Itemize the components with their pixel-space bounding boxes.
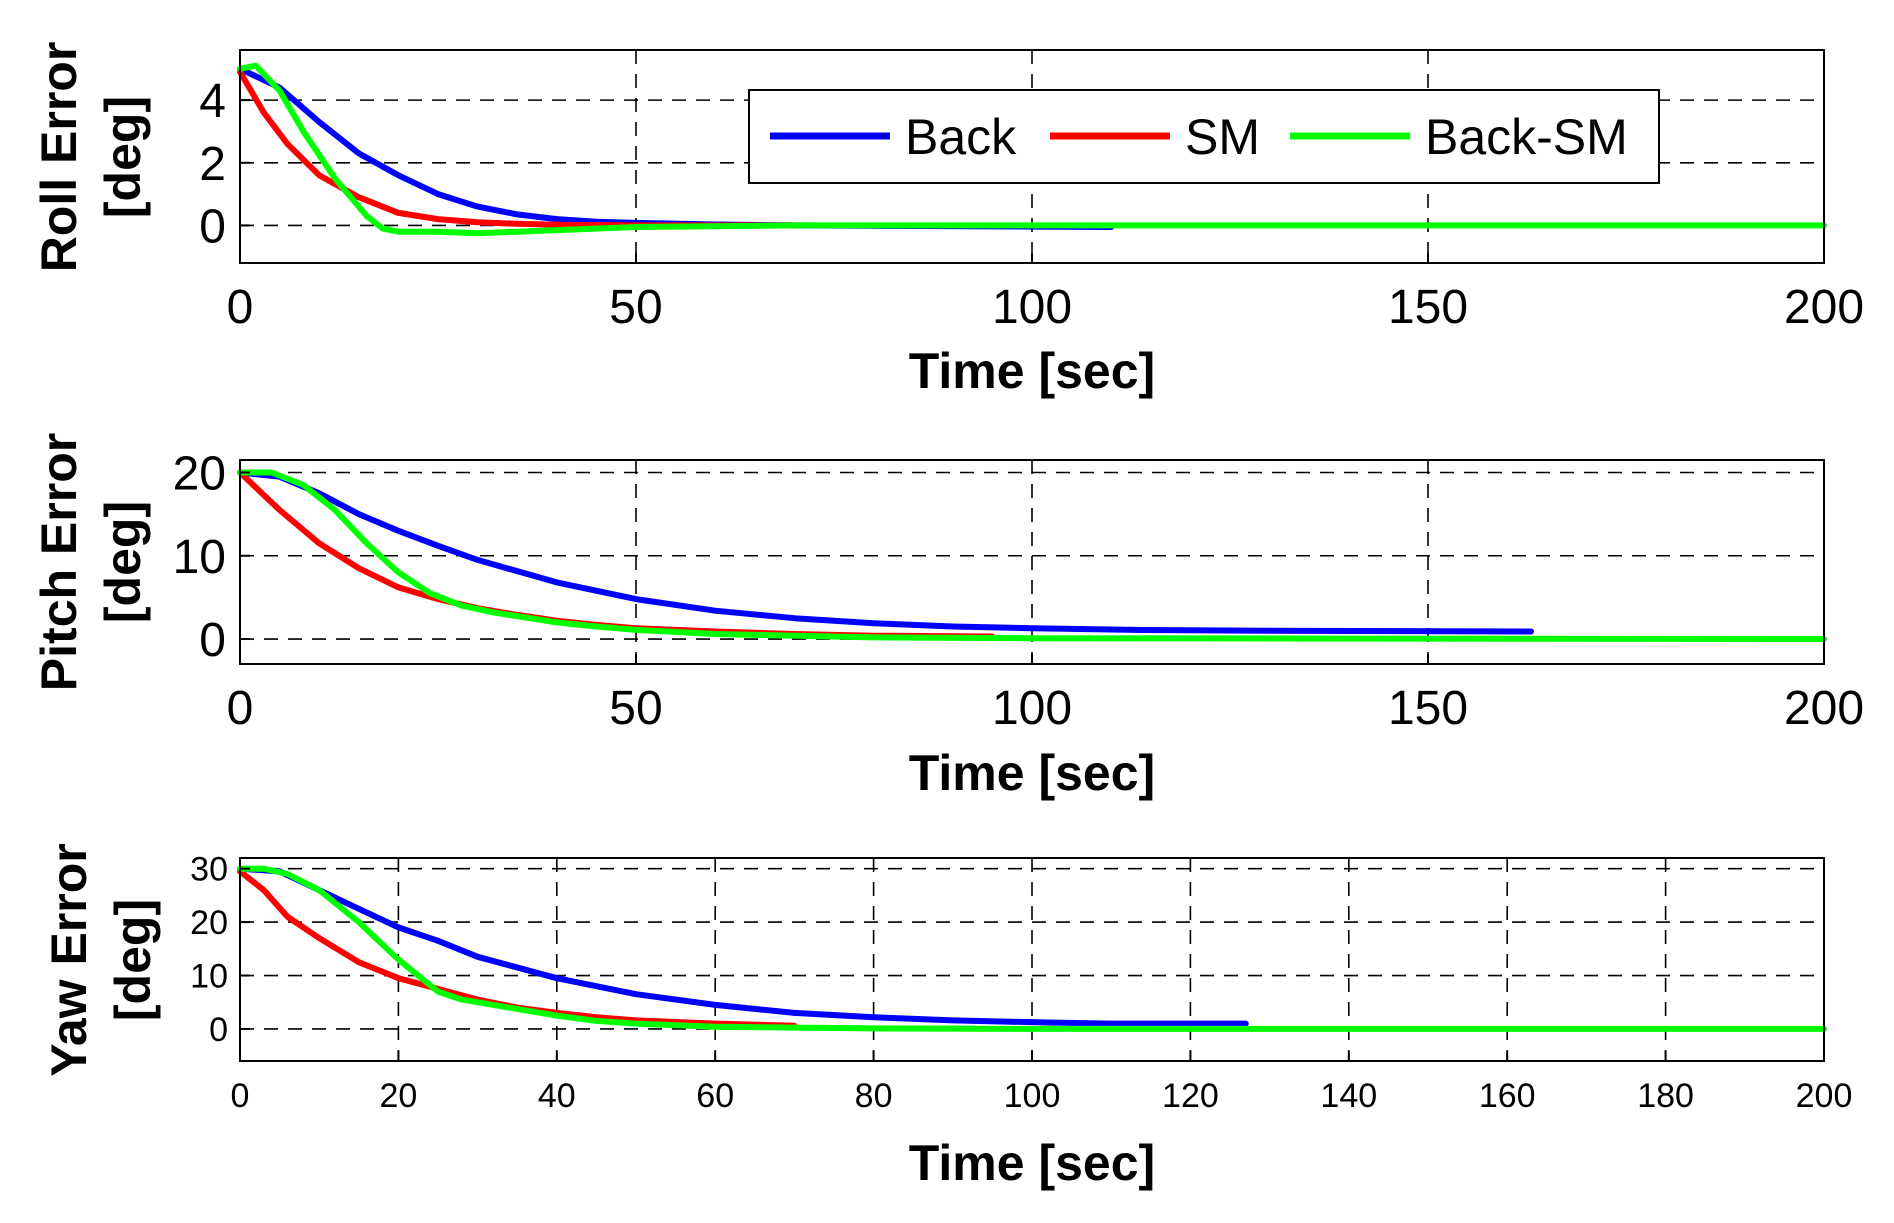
roll-xtick-label: 150: [1388, 281, 1468, 334]
yaw-ytick-label: 30: [190, 851, 228, 889]
roll-xtick-label: 50: [609, 281, 662, 334]
pitch-subplot: 0 50 100 150 200 0 10 20 Pitch Error [deg] Tim…: [31, 433, 1864, 801]
yaw-xtick-label: 60: [696, 1077, 734, 1115]
roll-ytick-label: 0: [199, 200, 226, 253]
pitch-xticks: 0 50 100 150 200: [227, 654, 1864, 735]
yaw-series-sm: [237, 868, 798, 1029]
roll-xtick-label: 100: [992, 281, 1072, 334]
yaw-ytick-label: 0: [209, 1011, 228, 1049]
yaw-xtick-label: 140: [1320, 1077, 1377, 1115]
pitch-ytick-label: 20: [173, 447, 226, 500]
yaw-series: [237, 865, 1827, 1032]
roll-xlabel: Time [sec]: [909, 343, 1155, 399]
pitch-xtick-label: 50: [609, 682, 662, 735]
yaw-xtick-label: 100: [1004, 1077, 1061, 1115]
pitch-series-back: [237, 469, 1534, 635]
pitch-xtick-label: 0: [227, 682, 254, 735]
yaw-xtick-label: 160: [1479, 1077, 1536, 1115]
roll-subplot: 0 50 100 150 200 0 2 4 Roll Error [deg] Time […: [31, 42, 1864, 399]
yaw-ylabel-line2: [deg]: [105, 899, 161, 1021]
yaw-yticks: 0 10 20 30: [190, 851, 250, 1049]
pitch-xtick-label: 200: [1784, 682, 1864, 735]
roll-ylabel-line1: Roll Error: [31, 42, 87, 273]
yaw-xtick-label: 200: [1796, 1077, 1853, 1115]
yaw-ytick-label: 10: [190, 958, 228, 996]
legend-box: [748, 89, 1660, 184]
legend-label-back-sm: Back-SM: [1425, 109, 1628, 165]
yaw-subplot: 0 20 40 60 80 100 120 140 160 180 200 0 10 20 30 Yaw …: [41, 843, 1852, 1191]
yaw-xtick-label: 180: [1637, 1077, 1694, 1115]
pitch-ylabel-line1: Pitch Error: [31, 433, 87, 691]
yaw-xtick-label: 80: [855, 1077, 893, 1115]
yaw-xtick-label: 0: [231, 1077, 250, 1115]
pitch-ytick-label: 0: [199, 614, 226, 667]
yaw-xlabel: Time [sec]: [909, 1135, 1155, 1191]
roll-xtick-label: 200: [1784, 281, 1864, 334]
legend-label-sm: SM: [1185, 109, 1260, 165]
legend: Back SM Back-SM: [748, 89, 1660, 184]
pitch-xtick-label: 150: [1388, 682, 1468, 735]
pitch-xlabel: Time [sec]: [909, 745, 1155, 801]
legend-label-back: Back: [905, 109, 1017, 165]
roll-xticks: 0 50 100 150 200: [227, 253, 1864, 334]
yaw-ytick-label: 20: [190, 904, 228, 942]
roll-ytick-label: 2: [199, 138, 226, 191]
roll-ylabel-line2: [deg]: [95, 96, 151, 218]
yaw-xtick-label: 20: [379, 1077, 417, 1115]
pitch-xtick-label: 100: [992, 682, 1072, 735]
roll-yticks: 0 2 4: [199, 75, 250, 253]
yaw-series-back: [237, 865, 1249, 1027]
yaw-xtick-label: 120: [1162, 1077, 1219, 1115]
yaw-xticks: 0 20 40 60 80 100 120 140 160 180 200: [231, 1051, 1853, 1115]
roll-series-back-sm: [237, 62, 1827, 237]
yaw-ylabel-line1: Yaw Error: [41, 843, 97, 1076]
roll-xtick-label: 0: [227, 281, 254, 334]
pitch-ylabel-line2: [deg]: [95, 501, 151, 623]
roll-ytick-label: 4: [199, 75, 226, 128]
roll-series-sm: [237, 68, 798, 229]
pitch-series-back-sm: [237, 469, 1827, 642]
pitch-series: [237, 469, 1827, 642]
yaw-series-back-sm: [237, 865, 1827, 1032]
roll-series: [237, 62, 1827, 237]
pitch-yticks: 0 10 20: [173, 447, 250, 667]
pitch-ytick-label: 10: [173, 531, 226, 584]
yaw-xtick-label: 40: [538, 1077, 576, 1115]
